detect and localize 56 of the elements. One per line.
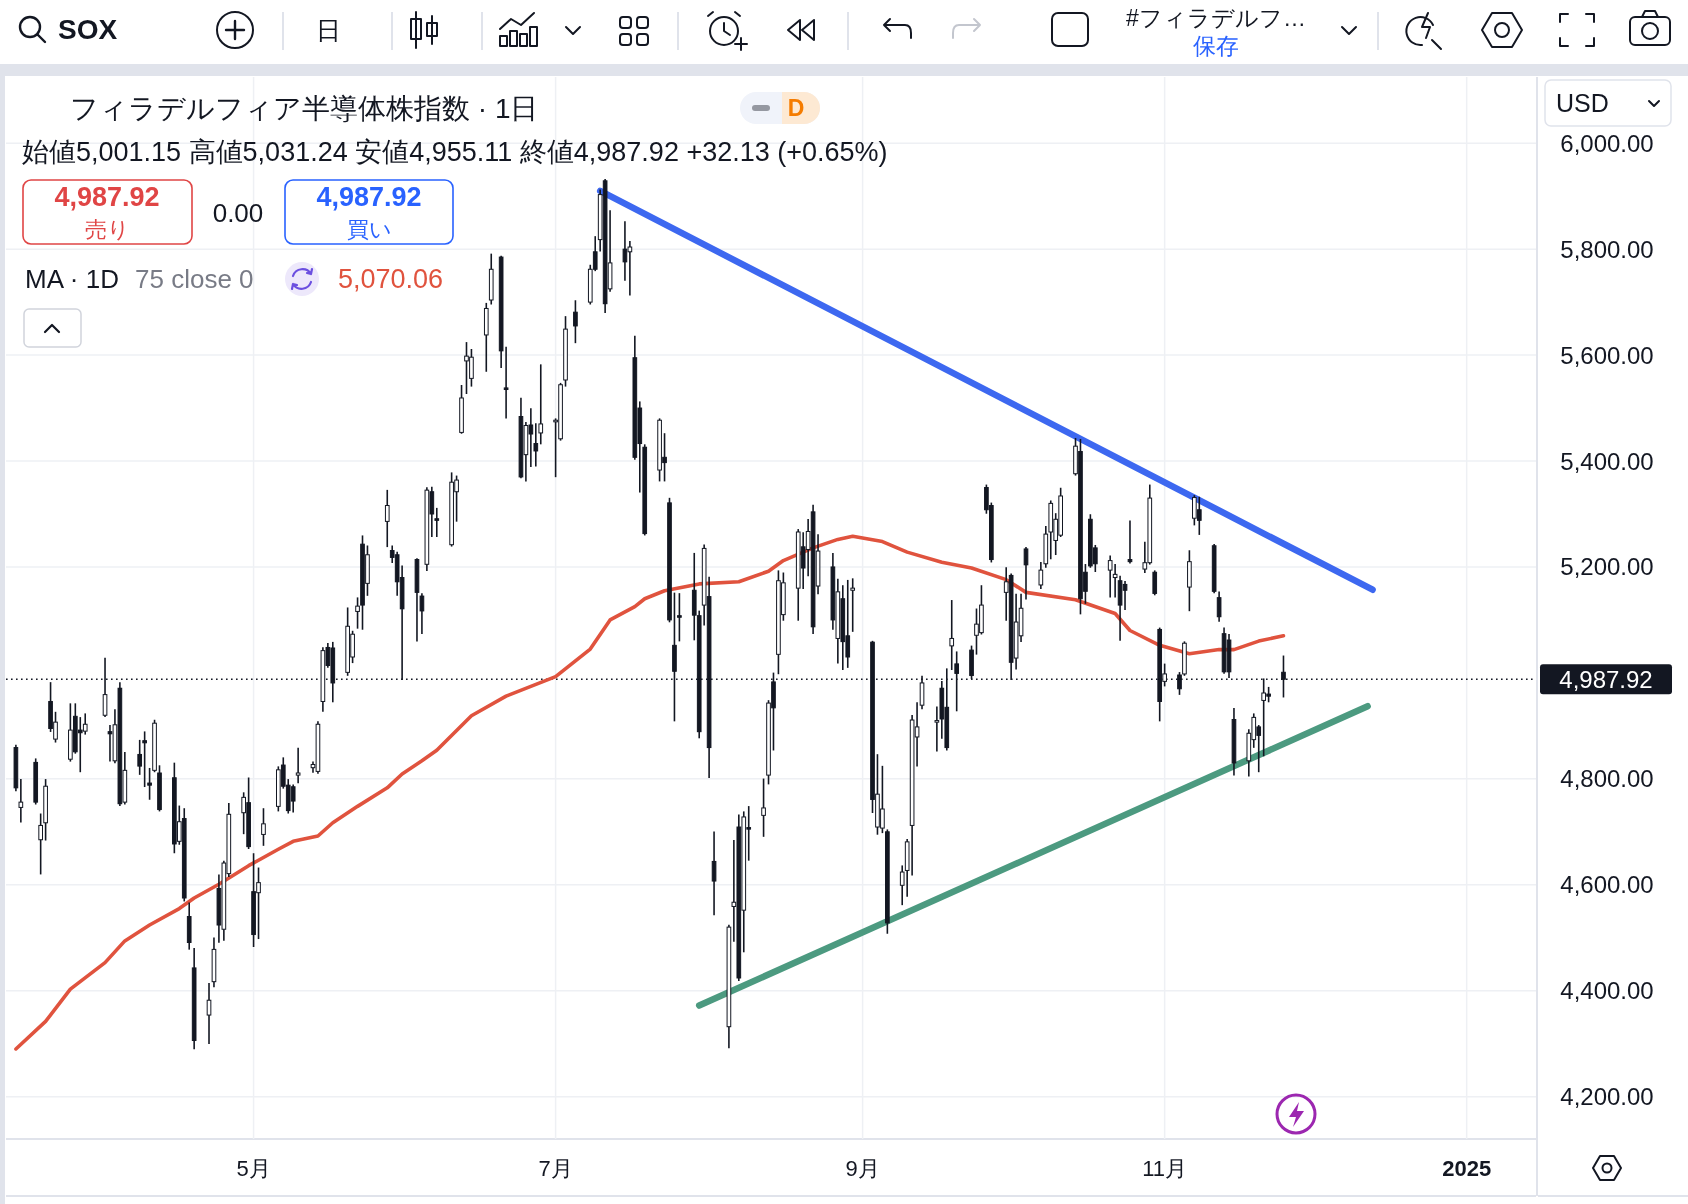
candlestick bbox=[107, 725, 113, 762]
candlestick bbox=[919, 675, 925, 710]
candlestick bbox=[290, 784, 296, 813]
candlestick bbox=[1122, 580, 1128, 611]
annotation: 売り bbox=[84, 216, 130, 242]
x-tick-label: 5月 bbox=[236, 1155, 271, 1181]
y-tick-label: 4,400.00 bbox=[1560, 977, 1654, 1005]
candlestick bbox=[147, 767, 152, 800]
candlestick bbox=[949, 600, 955, 670]
candlestick bbox=[18, 779, 24, 823]
text: 日 bbox=[315, 16, 341, 44]
candlestick bbox=[1127, 520, 1133, 564]
candlestick bbox=[261, 808, 266, 846]
line-series bbox=[14, 534, 1286, 1051]
candlestick bbox=[38, 813, 43, 875]
y-tick-label: 5,200.00 bbox=[1560, 553, 1654, 581]
candlestick bbox=[1107, 555, 1113, 598]
annotation: 75 close 0 bbox=[135, 264, 254, 294]
candlestick bbox=[711, 831, 717, 916]
annotation: MA · 1D bbox=[25, 264, 119, 294]
candlestick bbox=[677, 593, 682, 642]
text: 始値5,001.15 高値5,031.24 安値4,955.11 終値4,987.92 +32.13 (+0.65%) bbox=[22, 137, 888, 167]
text: USD bbox=[1556, 89, 1609, 117]
y-tick-label: 6,000.00 bbox=[1560, 129, 1654, 157]
y-tick-label: 4,800.00 bbox=[1560, 765, 1654, 793]
y-tick-label: 4,200.00 bbox=[1560, 1083, 1654, 1111]
candlestick bbox=[1196, 496, 1202, 535]
annotation: 4,987.92 bbox=[316, 182, 422, 212]
x-tick-label: 2025 bbox=[1442, 1155, 1492, 1181]
candlestick bbox=[1216, 591, 1222, 622]
y-tick-label: 5,800.00 bbox=[1560, 235, 1654, 263]
x-tick-label: 7月 bbox=[538, 1155, 573, 1181]
annotation: 4,987.92 bbox=[54, 182, 160, 212]
candlestick bbox=[761, 778, 766, 837]
x-tick-label: 9月 bbox=[845, 1155, 880, 1181]
text: フィラデルフィア半導体株指数 · 1日 bbox=[70, 92, 539, 124]
candlestick bbox=[137, 739, 143, 775]
annotation: 買い bbox=[346, 216, 392, 242]
y-tick-label: 4,600.00 bbox=[1560, 871, 1654, 899]
y-tick-label: 5,400.00 bbox=[1560, 447, 1654, 475]
candlestick bbox=[622, 221, 628, 281]
x-tick-label: 11月 bbox=[1142, 1155, 1188, 1181]
text: #フィラデルフ… bbox=[1126, 5, 1306, 31]
candlestick bbox=[82, 713, 88, 735]
text: SOX bbox=[58, 13, 118, 45]
annotation: 5,070.06 bbox=[338, 264, 444, 294]
annotation: 0.00 bbox=[212, 198, 264, 228]
candlestick bbox=[573, 300, 578, 344]
candlestick bbox=[142, 731, 147, 788]
ref-line-label: 4,987.92 bbox=[1559, 665, 1653, 693]
candlestick bbox=[1152, 570, 1158, 596]
candlestick bbox=[295, 747, 301, 784]
y-tick-label: 5,600.00 bbox=[1560, 341, 1654, 369]
text: 保存 bbox=[1193, 33, 1239, 59]
candlestick bbox=[384, 489, 390, 548]
annotation: D bbox=[787, 95, 805, 121]
